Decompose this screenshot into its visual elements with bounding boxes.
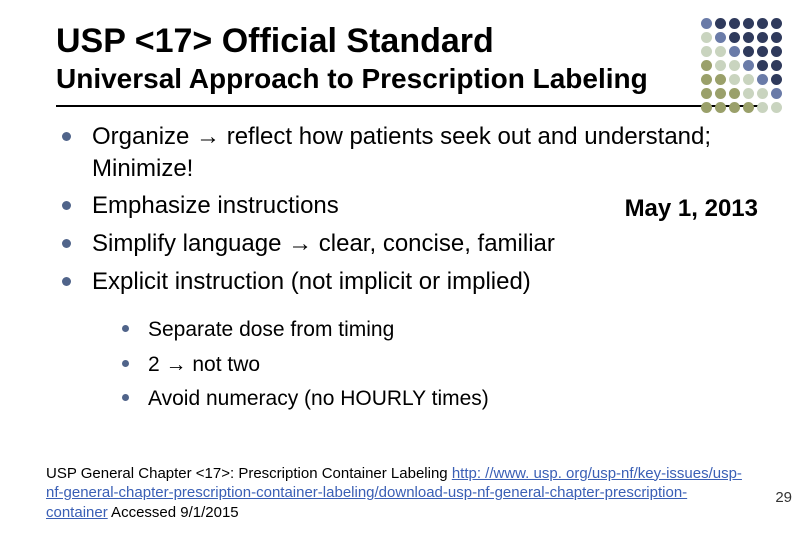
decor-dot (701, 32, 712, 43)
decor-dot (743, 60, 754, 71)
decor-dot (701, 60, 712, 71)
decor-dot (743, 46, 754, 57)
decor-dot (715, 46, 726, 57)
decor-dot (743, 32, 754, 43)
main-bullet: Emphasize instructions (56, 190, 762, 222)
decor-dot (701, 46, 712, 57)
citation-prefix: USP General Chapter <17>: Prescription C… (46, 465, 452, 482)
decor-dot (701, 18, 712, 29)
decor-dot (715, 32, 726, 43)
decor-dot (715, 60, 726, 71)
slide-title: USP <17> Official Standard (56, 22, 762, 61)
decor-dot (757, 46, 768, 57)
decor-dot (757, 88, 768, 99)
citation: USP General Chapter <17>: Prescription C… (46, 464, 746, 523)
sub-bullet-list: Separate dose from timing 2 → not two Av… (118, 315, 762, 413)
decor-dot (743, 74, 754, 85)
decor-dot (757, 60, 768, 71)
decor-dot (729, 60, 740, 71)
decor-dot (715, 74, 726, 85)
decor-dot (743, 18, 754, 29)
decor-dot (771, 18, 782, 29)
slide-subtitle: Universal Approach to Prescription Label… (56, 63, 762, 95)
decor-dot (757, 18, 768, 29)
title-underline (56, 105, 762, 107)
decor-dot (771, 74, 782, 85)
citation-suffix: Accessed 9/1/2015 (108, 504, 239, 521)
decor-dot (729, 32, 740, 43)
decor-dot (743, 88, 754, 99)
sub-bullet: 2 → not two (118, 350, 762, 379)
decor-dot (729, 102, 740, 113)
decor-dot (771, 32, 782, 43)
slide: USP <17> Official Standard Universal App… (0, 0, 810, 540)
decor-dot (701, 74, 712, 85)
decor-dot (771, 60, 782, 71)
corner-dot-grid (701, 18, 782, 113)
main-bullet: Explicit instruction (not implicit or im… (56, 266, 762, 298)
main-bullet-list: Organize → reflect how patients seek out… (56, 121, 762, 297)
decor-dot (743, 102, 754, 113)
decor-dot (715, 102, 726, 113)
decor-dot (715, 88, 726, 99)
decor-dot (757, 74, 768, 85)
sub-bullet: Separate dose from timing (118, 315, 762, 344)
decor-dot (771, 88, 782, 99)
decor-dot (729, 46, 740, 57)
decor-dot (757, 32, 768, 43)
decor-dot (729, 88, 740, 99)
decor-dot (701, 88, 712, 99)
decor-dot (701, 102, 712, 113)
decor-dot (771, 102, 782, 113)
decor-dot (729, 18, 740, 29)
main-bullet: Simplify language → clear, concise, fami… (56, 228, 762, 260)
decor-dot (715, 18, 726, 29)
decor-dot (771, 46, 782, 57)
page-number: 29 (775, 489, 792, 506)
main-bullet: Organize → reflect how patients seek out… (56, 121, 762, 184)
sub-bullet: Avoid numeracy (no HOURLY times) (118, 384, 762, 413)
decor-dot (757, 102, 768, 113)
decor-dot (729, 74, 740, 85)
